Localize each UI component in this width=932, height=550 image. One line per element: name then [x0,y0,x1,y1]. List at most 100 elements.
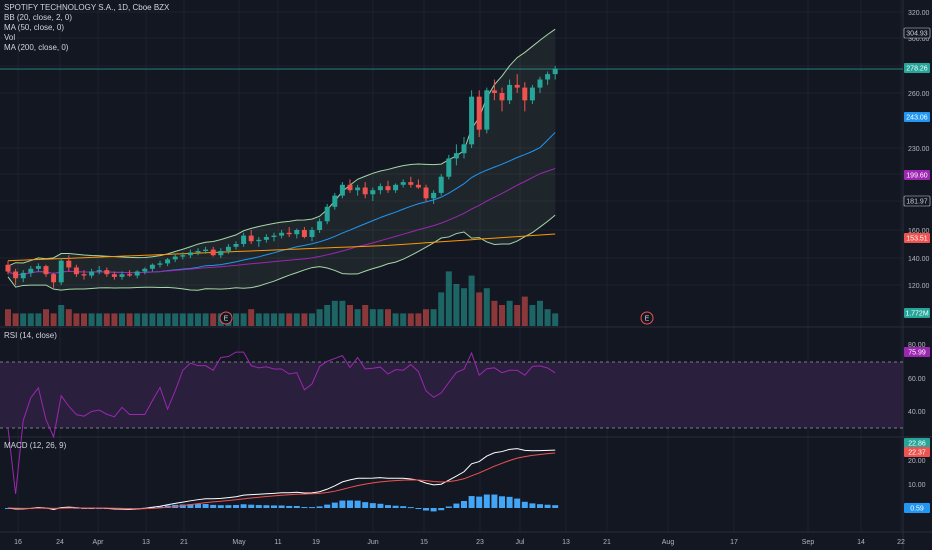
vol-legend[interactable]: Vol [4,33,16,42]
candle-body [499,93,505,101]
volume-bar [157,313,163,326]
time-tick-label: 24 [56,539,64,546]
price-tag-label: 304.93 [906,31,928,38]
rsi-line [7,351,556,495]
candle-body [491,90,497,93]
price-axis[interactable]: 320.00300.00280.00260.00230.00200.00180.… [908,10,930,290]
price-tag-label: 199.60 [906,173,928,180]
time-axis[interactable]: 16 24 Apr 13 21 May 11 19 Jun 15 23 Jul 13 21 Aug 17 Sep… [14,539,905,546]
macd-histogram-bar [552,505,559,508]
price-tick-label: 120.00 [908,283,930,290]
macd-histogram-bar [468,496,475,508]
macd-histogram-bar [377,503,384,508]
price-tag [903,195,931,207]
macd-histogram-bar [210,504,217,508]
volume-bar [339,300,346,326]
rsi-legend[interactable]: RSI (14, close) [4,331,57,340]
time-tick-label: Jul [516,539,525,546]
volume-bar [461,288,467,326]
volume-bar [514,305,521,326]
macd-histogram-bar [248,504,255,508]
candle-body [28,268,34,273]
price-candles [5,66,558,288]
candle-body [13,271,19,279]
ma200-legend[interactable]: MA (200, close, 0) [4,43,69,52]
candle-body [149,264,155,269]
volume-bar [43,309,49,326]
earnings-marker-label: E [645,316,650,323]
macd-histogram-bar [392,505,399,508]
candle-body [317,221,323,230]
volume-bar [392,313,399,326]
volume-bar [331,300,338,326]
candle-body [241,235,247,244]
candle-body [294,230,300,235]
candle-body [172,256,178,260]
macd-histogram-bar [255,505,262,508]
candle-body [195,251,201,253]
candle-body [370,190,376,195]
candle-body [157,263,163,265]
ma200-long-line [7,233,556,262]
macd-tag-label: 22.37 [908,450,926,457]
candle-body [225,246,231,251]
candle-body [423,187,429,199]
macd-histogram-bar [430,508,437,512]
volume-bar [476,292,483,326]
candle-body [339,184,345,196]
volume-bar [278,313,285,326]
candle-body [20,272,26,279]
candle-body [484,90,490,130]
candle-body [119,274,125,277]
volume-bar [35,313,42,326]
volume-bar [96,313,103,326]
volume-bar [149,313,156,326]
earnings-marker-1[interactable]: E [219,311,233,325]
candle-body [438,176,444,193]
ma50-legend[interactable]: MA (50, close, 0) [4,23,65,32]
time-tick-label: 22 [897,539,905,546]
volume-bar [240,313,247,326]
macd-histogram-bar [415,508,422,509]
macd-histogram-bar [499,496,505,508]
volume-bar [187,313,194,326]
volume-bar [111,313,118,326]
time-tick-label: 23 [476,539,484,546]
macd-legend[interactable]: MACD (12, 26, 9) [4,441,67,450]
macd-histogram-bar [339,500,346,508]
candle-body [43,266,49,275]
time-tick-label: 14 [857,539,865,546]
macd-histogram-bar [461,501,467,508]
rsi-indicator [7,351,556,495]
macd-histogram-bar [293,505,300,508]
macd-histogram-bar [400,506,407,508]
symbol-title[interactable]: SPOTIFY TECHNOLOGY S.A., 1D, Cboe BZX [4,3,170,12]
macd-histogram-bar [202,504,209,508]
volume-bars [5,271,559,326]
rsi-axis[interactable]: 80.00 60.00 40.00 [908,342,926,416]
volume-bar [119,313,125,326]
candle-body [248,235,254,242]
volume-bar [271,313,277,326]
volume-bar [286,313,293,326]
volume-bar [5,309,11,326]
candle-body [271,235,277,237]
macd-histogram-bar [354,500,361,508]
candle-body [446,158,452,177]
macd-histogram-bar [233,505,239,508]
candle-body [233,244,239,247]
time-tick-label: 11 [274,539,281,546]
bb-lower-line [7,214,556,291]
bb-legend[interactable]: BB (20, close, 2, 0) [4,13,73,22]
candle-body [66,260,72,268]
volume-bar [88,313,95,326]
volume-bar [491,300,498,326]
candle-body [377,186,383,191]
earnings-marker-2[interactable]: E [640,311,654,325]
price-legend: SPOTIFY TECHNOLOGY S.A., 1D, Cboe BZX BB… [4,3,169,53]
macd-tag [904,438,930,448]
candle-body [461,144,467,154]
price-tag [903,27,931,39]
candle-body [545,74,551,80]
